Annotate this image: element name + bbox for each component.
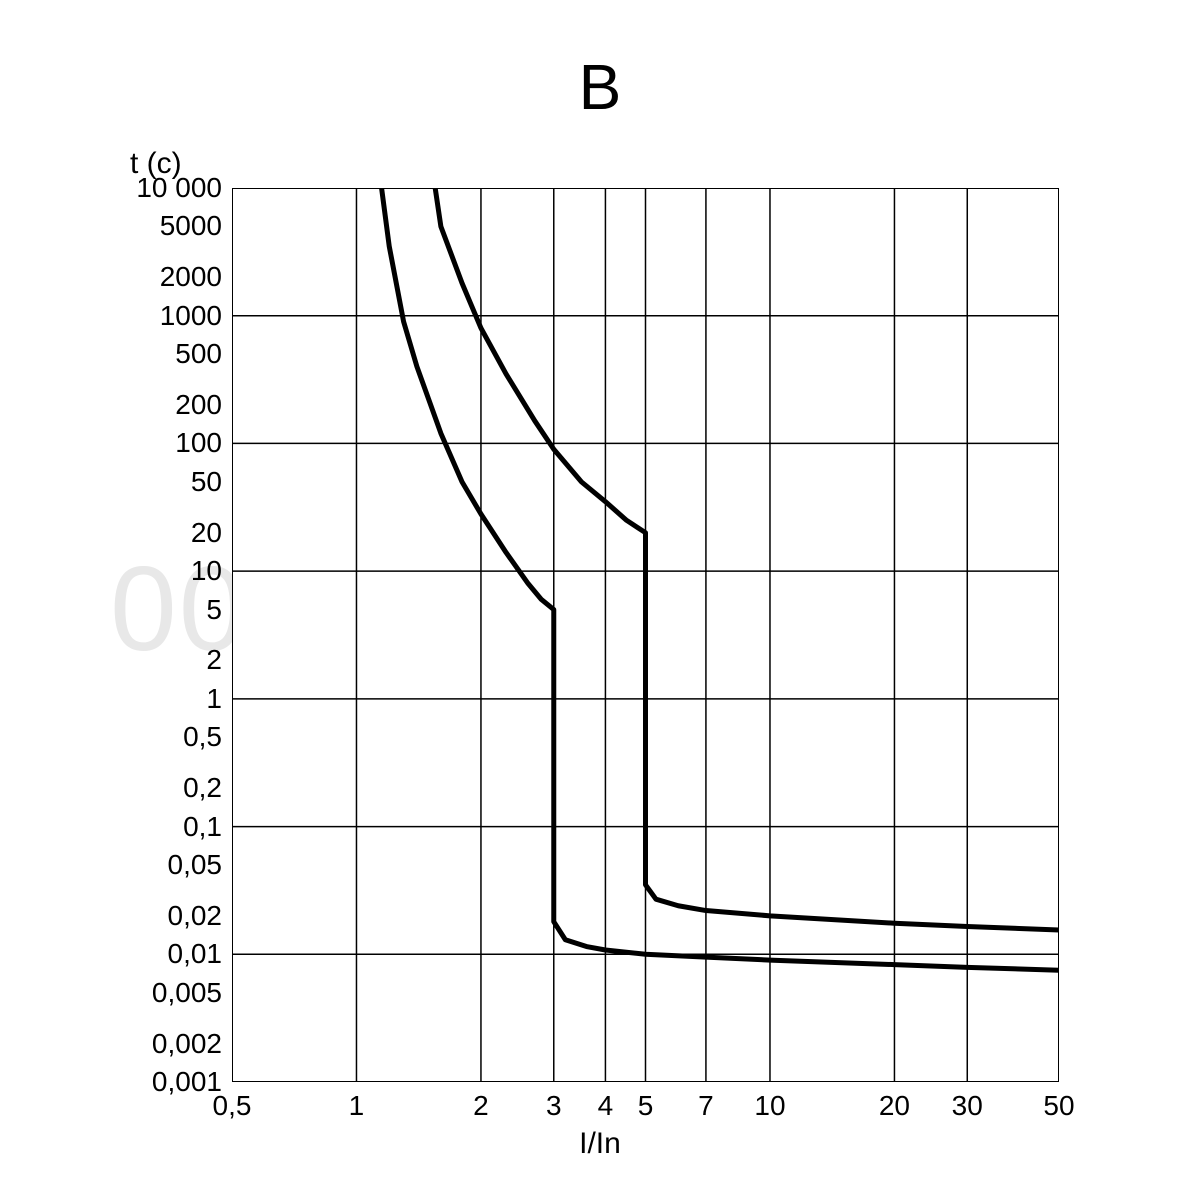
y-tick-label: 1000 — [160, 300, 222, 332]
y-tick-label: 50 — [191, 466, 222, 498]
x-tick-label: 0,5 — [213, 1090, 252, 1122]
x-tick-label: 2 — [473, 1090, 489, 1122]
chart-plot — [232, 188, 1059, 1082]
y-tick-label: 100 — [175, 427, 222, 459]
y-tick-label: 0,5 — [183, 721, 222, 753]
x-tick-label: 4 — [598, 1090, 614, 1122]
x-tick-label: 50 — [1043, 1090, 1074, 1122]
y-tick-label: 20 — [191, 517, 222, 549]
y-tick-label: 2000 — [160, 261, 222, 293]
y-tick-label: 10 — [191, 555, 222, 587]
x-tick-label: 3 — [546, 1090, 562, 1122]
x-tick-label: 1 — [349, 1090, 365, 1122]
y-tick-label: 0,02 — [168, 900, 223, 932]
y-tick-label: 5 — [206, 594, 222, 626]
page: 001.com.ua B t (c) I/In 10 0005000200010… — [0, 0, 1200, 1200]
chart-title: B — [0, 50, 1200, 124]
y-tick-label: 0,001 — [152, 1066, 222, 1098]
y-tick-label: 200 — [175, 389, 222, 421]
y-tick-label: 0,01 — [168, 938, 223, 970]
y-tick-label: 5000 — [160, 210, 222, 242]
y-tick-label: 2 — [206, 644, 222, 676]
x-axis-label: I/In — [0, 1127, 1200, 1161]
x-tick-label: 10 — [754, 1090, 785, 1122]
x-tick-label: 20 — [879, 1090, 910, 1122]
y-tick-label: 500 — [175, 338, 222, 370]
x-tick-label: 30 — [952, 1090, 983, 1122]
y-tick-label: 0,1 — [183, 811, 222, 843]
x-tick-label: 5 — [638, 1090, 654, 1122]
y-tick-label: 0,002 — [152, 1028, 222, 1060]
y-tick-label: 0,005 — [152, 977, 222, 1009]
y-tick-label: 1 — [206, 683, 222, 715]
y-tick-label: 0,2 — [183, 772, 222, 804]
x-tick-label: 7 — [698, 1090, 714, 1122]
y-tick-label: 10 000 — [136, 172, 222, 204]
y-tick-label: 0,05 — [168, 849, 223, 881]
